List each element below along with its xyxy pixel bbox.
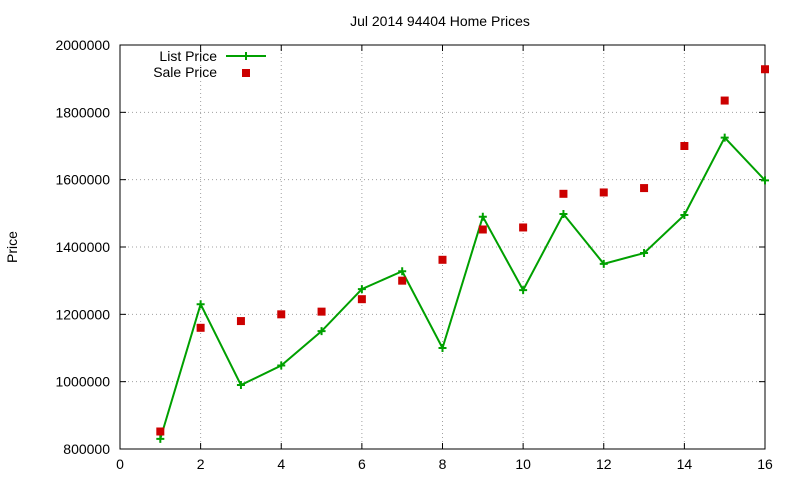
y-tick-label: 1000000 (55, 374, 110, 390)
data-point (277, 310, 286, 319)
y-tick-label: 1600000 (55, 172, 110, 188)
y-axis-label: Price (4, 231, 20, 263)
data-point (559, 210, 568, 219)
data-point (236, 381, 245, 390)
series-layer (156, 65, 769, 443)
y-tick-label: 2000000 (55, 37, 110, 53)
series-line (159, 135, 766, 440)
x-tick-label: 12 (596, 456, 612, 472)
data-point (720, 133, 729, 142)
data-point (599, 259, 608, 268)
data-point (559, 189, 568, 198)
data-point (720, 96, 729, 105)
data-point (680, 211, 689, 220)
grid-lines (120, 45, 765, 449)
data-point (438, 255, 447, 264)
data-point (761, 65, 769, 74)
data-point (398, 276, 407, 285)
data-point (196, 300, 205, 309)
legend-label: Sale Price (153, 64, 217, 80)
y-tick-label: 1800000 (55, 104, 110, 120)
data-point (357, 295, 366, 304)
y-tick-label: 800000 (63, 441, 110, 457)
data-point (156, 427, 165, 436)
data-point (478, 225, 487, 234)
data-point (317, 307, 326, 316)
x-tick-label: 4 (277, 456, 285, 472)
data-point (277, 361, 286, 370)
data-point (398, 267, 407, 276)
chart-title: Jul 2014 94404 Home Prices (350, 13, 530, 29)
x-tick-label: 0 (116, 456, 124, 472)
x-tick-label: 2 (197, 456, 205, 472)
data-point (599, 188, 608, 197)
y-tick-label: 1200000 (55, 306, 110, 322)
data-point (640, 249, 649, 258)
data-point (236, 317, 245, 326)
series-list-price (156, 133, 769, 443)
data-point (761, 176, 769, 185)
legend-label: List Price (159, 48, 217, 64)
x-tick-label: 16 (757, 456, 773, 472)
x-tick-label: 10 (515, 456, 531, 472)
data-point (357, 285, 366, 294)
x-tick-label: 8 (439, 456, 447, 472)
data-point (317, 327, 326, 336)
data-point (680, 142, 689, 150)
legend-marker (242, 69, 250, 77)
data-point (196, 323, 205, 332)
data-point (519, 223, 528, 232)
series-sale-price (156, 65, 769, 436)
data-point (519, 286, 528, 295)
y-tick-label: 1400000 (55, 239, 110, 255)
data-point (438, 344, 447, 352)
x-tick-label: 14 (677, 456, 693, 472)
data-point (156, 434, 165, 443)
data-point (640, 184, 649, 193)
x-tick-label: 6 (358, 456, 366, 472)
legend-marker (242, 52, 250, 60)
data-point (478, 212, 487, 221)
axis-ticks: 0 2 4 6 8 10 12 14 16 800000 1000000 1200000 1400000… (55, 37, 773, 472)
